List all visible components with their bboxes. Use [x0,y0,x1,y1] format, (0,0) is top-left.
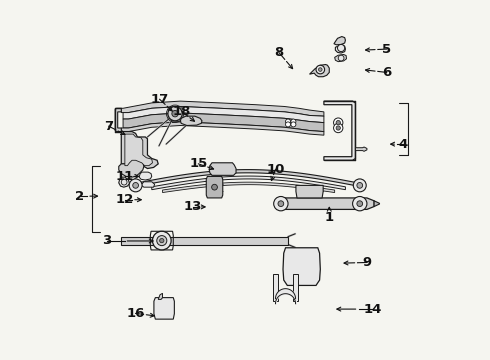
Text: 6: 6 [382,66,392,79]
Polygon shape [206,176,223,198]
Circle shape [336,121,341,125]
Polygon shape [125,134,152,166]
Circle shape [316,65,324,74]
Circle shape [353,179,366,192]
Polygon shape [281,198,374,210]
Polygon shape [310,64,329,77]
Polygon shape [123,113,324,132]
Polygon shape [136,170,360,186]
Circle shape [286,119,291,124]
Text: 12: 12 [116,193,134,206]
Circle shape [152,231,171,250]
Circle shape [122,179,127,185]
Circle shape [334,118,343,127]
Polygon shape [163,182,335,193]
Polygon shape [152,176,345,190]
Polygon shape [335,54,346,62]
Circle shape [286,122,291,127]
Circle shape [336,126,341,130]
Polygon shape [296,185,323,198]
Text: 16: 16 [126,307,145,320]
Circle shape [357,183,363,188]
Polygon shape [139,172,152,180]
Polygon shape [119,177,129,187]
Text: 5: 5 [382,42,391,55]
Polygon shape [283,248,320,285]
Circle shape [318,68,322,71]
Text: 10: 10 [266,163,285,176]
Text: 18: 18 [173,105,192,118]
Polygon shape [273,274,278,301]
Text: 13: 13 [184,201,202,213]
Polygon shape [374,201,379,207]
Polygon shape [158,293,163,300]
Circle shape [334,123,343,133]
Circle shape [129,179,142,192]
Circle shape [172,111,178,117]
Text: 11: 11 [116,170,134,183]
Circle shape [291,122,296,127]
Polygon shape [123,107,324,123]
Polygon shape [122,101,324,116]
Polygon shape [355,147,367,151]
Circle shape [278,201,284,207]
Circle shape [357,201,363,207]
Text: 17: 17 [150,93,169,106]
Text: 7: 7 [104,120,113,133]
Circle shape [291,119,296,124]
Polygon shape [209,163,236,175]
Circle shape [133,183,139,188]
Text: 4: 4 [398,138,407,150]
Text: 15: 15 [189,157,207,170]
Text: 14: 14 [363,303,382,316]
Text: 9: 9 [363,256,371,269]
Polygon shape [122,122,324,135]
Circle shape [338,44,344,51]
Circle shape [274,197,288,211]
Circle shape [353,197,367,211]
Circle shape [157,235,167,246]
Circle shape [168,107,182,121]
Polygon shape [324,101,355,160]
Polygon shape [335,44,345,53]
Polygon shape [154,298,174,319]
Polygon shape [115,108,122,132]
Polygon shape [119,159,144,177]
Circle shape [160,238,164,243]
Circle shape [338,55,344,61]
Polygon shape [293,274,298,301]
Text: 8: 8 [274,46,284,59]
Polygon shape [141,182,155,187]
Polygon shape [180,116,202,126]
Polygon shape [122,237,288,244]
Polygon shape [334,37,345,45]
Text: 1: 1 [325,211,334,224]
Circle shape [212,184,218,190]
Text: 3: 3 [102,234,112,247]
Polygon shape [122,132,158,168]
Text: 2: 2 [75,190,84,203]
